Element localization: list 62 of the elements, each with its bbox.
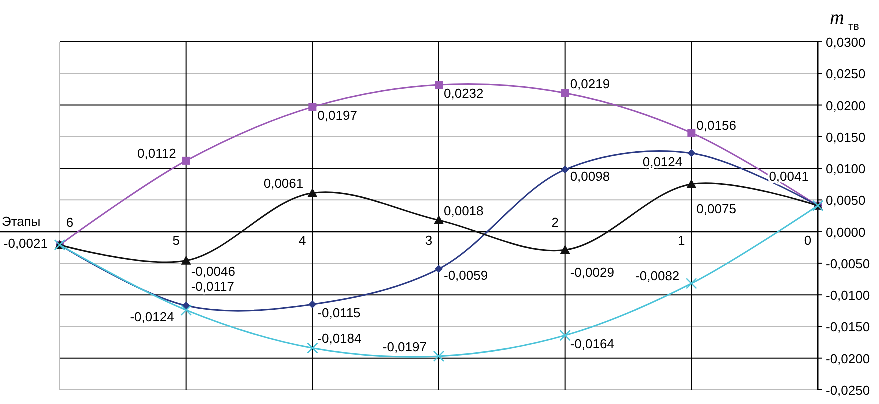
data-label: -0,0059 [444,268,488,284]
point [307,342,318,354]
y-tick-label: 0,0050 [826,193,866,208]
point [435,265,443,274]
data-label: 0,0061 [264,176,304,192]
point [435,81,443,90]
data-label: -0,0082 [636,268,680,284]
data-label: -0,0029 [570,265,614,280]
y-tick-label: -0,0200 [826,351,870,366]
point [561,166,570,174]
data-label: -0,0046 [191,264,236,279]
point [308,188,318,198]
data-label: -0,0197 [382,339,427,354]
data-label: 0,0197 [318,108,358,124]
y-tick-label: 0,0100 [826,162,866,177]
data-label: -0,0115 [318,306,361,321]
x-axis-title: Этапы [2,214,41,229]
x-tick-label: 4 [299,232,306,248]
data-label: 0,0124 [642,154,683,170]
point [688,129,696,138]
y-tick-label: -0,0150 [826,320,870,335]
y-tick-label: 0,0150 [826,130,866,145]
point [433,350,445,362]
point [560,330,571,342]
data-label: -0,0021 [4,236,48,252]
data-label: -0,0124 [130,309,174,324]
y-tick-label: -0,0100 [826,288,870,304]
point [688,149,696,158]
data-label: -0,0164 [570,336,614,352]
data-label: 0,0156 [696,118,736,134]
y-tick-label: 0,0250 [826,66,866,82]
x-tick-label: 0 [804,232,812,248]
y-axis-title: m$_{тв}$ [830,7,860,33]
data-label: 0,0112 [138,146,176,161]
y-tick-label: 0,0300 [826,35,866,50]
data-label: 0,0098 [570,168,610,184]
x-tick-label: 6 [66,214,74,230]
data-label: 0,0219 [570,76,610,92]
x-tick-label: 2 [552,214,559,230]
x-tick-label: 5 [172,232,180,248]
data-label: 0,0041 [769,168,809,184]
data-label: 0,0075 [696,201,736,216]
data-label: 0,0018 [444,203,484,218]
point [434,215,444,224]
data-label: -0,0117 [191,278,234,294]
point [308,103,317,112]
data-label: -0,0184 [318,331,362,346]
point [560,245,570,254]
y-tick-label: -0,0250 [826,383,870,398]
point [561,89,570,98]
y-tick-label: -0,0050 [826,256,870,272]
y-tick-label: 0,0000 [826,224,866,240]
point [182,156,190,165]
x-tick-label: 1 [678,232,686,248]
point [686,179,697,188]
point [308,300,317,309]
data-label: 0,0232 [444,86,484,102]
y-tick-label: 0,0200 [826,98,866,114]
point [180,304,192,316]
point [181,256,192,265]
x-tick-label: 3 [425,232,433,248]
point [686,278,698,290]
